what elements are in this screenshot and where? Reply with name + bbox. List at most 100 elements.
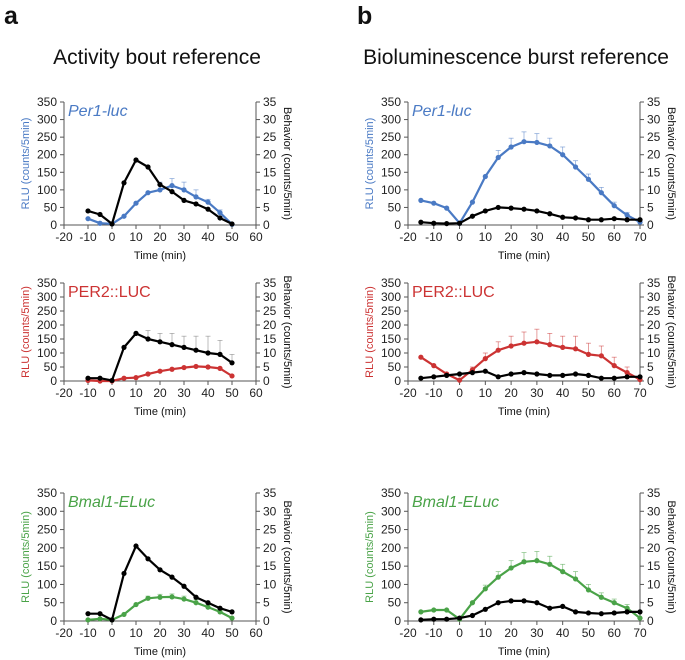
y-left-tick-label: 100 [37,577,57,591]
x-tick-label: -20 [55,626,73,640]
x-axis-title: Time (min) [498,250,550,262]
x-tick-label: -20 [399,230,417,244]
data-point [469,612,476,619]
series-line [420,140,641,225]
data-point [482,208,488,214]
data-point [418,197,424,203]
y-right-axis-title: Behavior (counts/5min) [665,500,677,613]
data-point [169,366,175,372]
data-point [193,594,199,600]
data-point [585,610,592,616]
data-point [611,610,617,616]
data-point [495,574,501,580]
data-point [85,375,91,381]
y-right-tick-label: 15 [263,165,277,179]
data-point [534,139,540,146]
y-right-tick-label: 25 [647,304,661,318]
y-right-tick-label: 0 [647,374,654,388]
data-point [495,600,501,606]
y-left-tick-label: 200 [381,318,401,332]
y-left-tick-label: 300 [381,504,401,518]
data-point [193,347,199,353]
y-right-tick-label: 5 [263,360,270,374]
data-point [145,336,151,342]
y-right-tick-label: 0 [647,218,654,232]
data-point [456,220,463,226]
y-right-tick-label: 30 [647,113,661,127]
data-point [169,189,175,195]
series-behavior [85,330,235,384]
y-right-tick-label: 10 [263,183,277,197]
data-point [157,594,163,600]
data-point [109,617,115,623]
data-point [169,594,175,600]
data-point [444,607,450,613]
y-right-tick-label: 5 [647,360,654,374]
y-left-tick-label: 100 [381,346,401,360]
y-right-tick-label: 0 [263,218,270,232]
data-point [624,370,630,376]
y-left-tick-label: 150 [381,559,401,573]
y-left-tick-label: 250 [381,523,401,537]
series-rlu [418,551,643,622]
y-left-tick-label: 200 [381,541,401,555]
data-point [456,377,463,383]
x-tick-label: 30 [530,230,544,244]
data-point [456,371,463,377]
x-tick-label: 60 [249,626,263,640]
data-point [611,203,617,209]
y-left-tick-label: 200 [37,541,57,555]
data-point [444,372,450,378]
data-point [624,217,630,223]
data-point [181,187,187,193]
data-point [611,363,617,369]
x-tick-label: 30 [530,386,544,400]
data-point [572,371,579,377]
data-point [205,206,211,212]
series-behavior [418,368,643,381]
y-left-tick-label: 300 [381,290,401,304]
data-point [97,616,103,622]
y-left-tick-label: 250 [381,304,401,318]
y-left-tick-label: 50 [44,200,58,214]
data-point [598,217,604,223]
data-point [598,611,604,617]
y-right-tick-label: 15 [647,559,661,573]
series-line [420,559,641,621]
data-point [547,342,553,348]
data-point [121,611,127,618]
data-point [145,164,151,170]
y-left-tick-label: 200 [37,148,57,162]
data-point [133,543,139,549]
col-b-title: Bioluminescence burst reference [363,46,669,69]
data-point [157,339,163,345]
x-tick-label: -10 [425,230,443,244]
series-behavior [85,157,235,227]
series-line [87,595,233,622]
data-point [482,586,488,592]
data-point [572,609,579,615]
x-tick-label: 30 [177,230,191,244]
y-left-tick-label: 150 [37,559,57,573]
data-point [572,346,579,352]
data-point [229,609,235,615]
x-tick-label: 70 [633,386,647,400]
x-tick-label: -10 [79,386,97,400]
data-point [547,211,553,217]
data-point [598,353,604,359]
data-point [585,217,592,223]
y-right-tick-label: 20 [263,148,277,162]
y-left-tick-label: 250 [37,523,57,537]
data-point [205,364,211,370]
data-point [205,199,211,205]
y-left-tick-label: 0 [50,614,57,628]
data-point [547,143,553,149]
y-right-tick-label: 20 [647,541,661,555]
y-left-tick-label: 100 [37,183,57,197]
data-point [547,561,553,567]
data-point [85,216,91,222]
y-left-tick-label: 0 [394,614,401,628]
data-point [133,200,139,206]
